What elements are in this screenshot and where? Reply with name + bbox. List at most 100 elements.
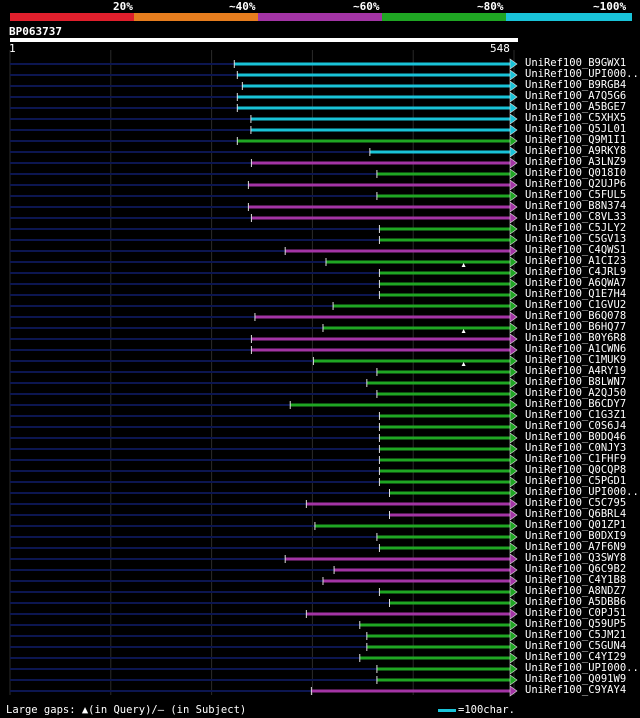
hit-label[interactable]: UniRef100_A7Q5G6 xyxy=(525,90,627,102)
hit-label[interactable]: UniRef100_C5XHX5 xyxy=(525,112,627,124)
alignment-end-arrow xyxy=(509,630,518,642)
hit-label[interactable]: UniRef100_B6HQ77 xyxy=(525,321,627,333)
hit-label[interactable]: UniRef100_C5PGD1 xyxy=(525,475,627,487)
alignment-end-arrow xyxy=(509,311,518,323)
alignment-end-arrow xyxy=(509,421,518,433)
hit-label[interactable]: UniRef100_C4QWS1 xyxy=(525,244,627,256)
identity-segment-cyan xyxy=(506,13,632,21)
alignment-end-arrow xyxy=(509,278,518,290)
pct-label-40: ~40% xyxy=(229,0,256,13)
hit-label[interactable]: UniRef100_C5JLY2 xyxy=(525,222,627,234)
hit-label[interactable]: UniRef100_C5JM21 xyxy=(525,629,627,641)
hit-label[interactable]: UniRef100_C5GV13 xyxy=(525,233,627,245)
hit-label[interactable]: UniRef100_UPI000.. xyxy=(525,486,639,498)
hit-label[interactable]: UniRef100_C9YAY4 xyxy=(525,684,627,696)
hit-label[interactable]: UniRef100_A5BGE7 xyxy=(525,101,627,113)
hit-label[interactable]: UniRef100_B0DQ46 xyxy=(525,431,627,443)
hit-label[interactable]: UniRef100_B0DXI9 xyxy=(525,530,627,542)
alignment-end-arrow xyxy=(509,597,518,609)
hit-label[interactable]: UniRef100_A5DBB6 xyxy=(525,596,627,608)
hit-label[interactable]: UniRef100_A2QJ50 xyxy=(525,387,627,399)
alignment-end-arrow xyxy=(509,410,518,422)
alignment-end-arrow xyxy=(509,685,518,697)
hit-label[interactable]: UniRef100_C8VL33 xyxy=(525,211,627,223)
alignment-end-arrow xyxy=(509,322,518,334)
hit-label[interactable]: UniRef100_Q018I0 xyxy=(525,167,627,179)
alignment-end-arrow xyxy=(509,157,518,169)
hit-label[interactable]: UniRef100_B9RGB4 xyxy=(525,79,627,91)
hit-label[interactable]: UniRef100_B8N374 xyxy=(525,200,627,212)
hit-label[interactable]: UniRef100_C1GVU2 xyxy=(525,299,627,311)
hit-label[interactable]: UniRef100_C5C795 xyxy=(525,497,627,509)
alignment-end-arrow xyxy=(509,443,518,455)
hit-label[interactable]: UniRef100_Q5JL01 xyxy=(525,123,627,135)
alignment-end-arrow xyxy=(509,432,518,444)
hit-label[interactable]: UniRef100_A1CI23 xyxy=(525,255,627,267)
alignment-end-arrow xyxy=(509,58,518,70)
hit-label[interactable]: UniRef100_B8LWN7 xyxy=(525,376,627,388)
pct-label-60: ~60% xyxy=(353,0,380,13)
hit-label[interactable]: UniRef100_Q6C9B2 xyxy=(525,563,627,575)
hit-label[interactable]: UniRef100_Q1E7H4 xyxy=(525,288,627,300)
hit-label[interactable]: UniRef100_A3LNZ9 xyxy=(525,156,627,168)
alignment-end-arrow xyxy=(509,256,518,268)
alignment-end-arrow xyxy=(509,487,518,499)
hit-label[interactable]: UniRef100_Q3SWY8 xyxy=(525,552,627,564)
hit-label[interactable]: UniRef100_C1G3Z1 xyxy=(525,409,627,421)
hit-label[interactable]: UniRef100_B6CDY7 xyxy=(525,398,627,410)
hit-label[interactable]: UniRef100_C0NJY3 xyxy=(525,442,627,454)
hit-label[interactable]: UniRef100_B0Y6R8 xyxy=(525,332,627,344)
hit-label[interactable]: UniRef100_B6Q078 xyxy=(525,310,627,322)
alignment-end-arrow xyxy=(509,608,518,620)
alignment-end-arrow xyxy=(509,454,518,466)
hit-label[interactable]: UniRef100_Q01ZP1 xyxy=(525,519,627,531)
hit-label[interactable]: UniRef100_A7F6N9 xyxy=(525,541,627,553)
hit-label[interactable]: UniRef100_C1FHF9 xyxy=(525,453,627,465)
hit-label[interactable]: UniRef100_A6QWA7 xyxy=(525,277,627,289)
hit-label[interactable]: UniRef100_A1CWN6 xyxy=(525,343,627,355)
alignment-end-arrow xyxy=(509,69,518,81)
query-gap-marker xyxy=(461,329,466,333)
alignment-end-arrow xyxy=(509,201,518,213)
hit-label[interactable]: UniRef100_B9GWX1 xyxy=(525,57,627,69)
scale-legend: =100char. xyxy=(458,704,515,716)
hit-label[interactable]: UniRef100_Q2UJP6 xyxy=(525,178,627,190)
hit-label[interactable]: UniRef100_Q9M1I1 xyxy=(525,134,627,146)
hit-label[interactable]: UniRef100_C0S6J4 xyxy=(525,420,627,432)
alignment-end-arrow xyxy=(509,465,518,477)
identity-segment-red xyxy=(10,13,134,21)
alignment-end-arrow xyxy=(509,355,518,367)
gaps-legend: Large gaps: ▲(in Query)/– (in Subject) xyxy=(6,704,247,716)
hit-label[interactable]: UniRef100_C0PJ51 xyxy=(525,607,627,619)
hit-label[interactable]: UniRef100_C4Y1B8 xyxy=(525,574,627,586)
alignment-end-arrow xyxy=(509,113,518,125)
hit-label[interactable]: UniRef100_UPI000.. xyxy=(525,68,639,80)
hit-label[interactable]: UniRef100_C4JRL9 xyxy=(525,266,627,278)
alignment-end-arrow xyxy=(509,619,518,631)
hit-label[interactable]: UniRef100_Q59UP5 xyxy=(525,618,627,630)
hit-label[interactable]: UniRef100_Q6BRL4 xyxy=(525,508,627,520)
pct-label-100: ~100% xyxy=(593,0,627,13)
alignment-end-arrow xyxy=(509,135,518,147)
hit-label[interactable]: UniRef100_Q091W9 xyxy=(525,673,627,685)
alignment-end-arrow xyxy=(509,80,518,92)
alignment-end-arrow xyxy=(509,509,518,521)
identity-segment-orange xyxy=(134,13,258,21)
hit-label[interactable]: UniRef100_Q0CQP8 xyxy=(525,464,627,476)
alignment-end-arrow xyxy=(509,234,518,246)
hit-label[interactable]: UniRef100_C4YI29 xyxy=(525,651,627,663)
hit-label[interactable]: UniRef100_C1MUK9 xyxy=(525,354,627,366)
hit-label[interactable]: UniRef100_A8NDZ7 xyxy=(525,585,627,597)
hit-label[interactable]: UniRef100_A4RY19 xyxy=(525,365,627,377)
hit-label[interactable]: UniRef100_UPI000.. xyxy=(525,662,639,674)
query-id: BP063737 xyxy=(9,25,62,38)
query-bar xyxy=(10,38,518,42)
alignment-end-arrow xyxy=(509,586,518,598)
hit-label[interactable]: UniRef100_A9RKY8 xyxy=(525,145,627,157)
pct-label-80: ~80% xyxy=(477,0,504,13)
alignment-end-arrow xyxy=(509,124,518,136)
hit-label[interactable]: UniRef100_C5FUL5 xyxy=(525,189,627,201)
hit-label[interactable]: UniRef100_C5GUN4 xyxy=(525,640,627,652)
alignment-end-arrow xyxy=(509,344,518,356)
